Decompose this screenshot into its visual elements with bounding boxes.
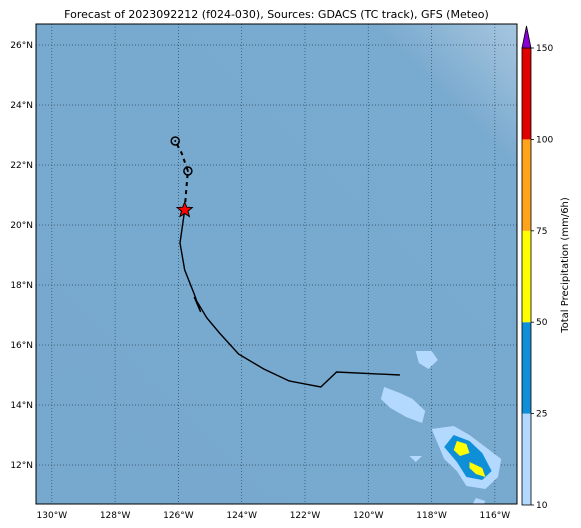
lon-tick-label: 120°W <box>353 511 384 521</box>
precipitation-colorbar: 10 25 50 75 100 150 Total Precipitation (mm/6h… <box>521 25 571 511</box>
lat-tick-label: 20°N <box>10 221 33 231</box>
graticule <box>36 24 517 504</box>
current-position-star-icon <box>175 200 194 218</box>
precip-area-10-25 <box>409 456 423 462</box>
axis-ticks: 130°W 128°W 126°W 124°W 122°W 120°W 118°W 116°W… <box>10 41 510 521</box>
lon-tick-label: 124°W <box>226 511 257 521</box>
precip-area-10-25 <box>472 498 486 504</box>
lat-tick-label: 22°N <box>10 161 33 171</box>
lat-tick-label: 12°N <box>10 461 33 471</box>
colorbar-tick-label: 25 <box>536 410 547 420</box>
forecast-position-marker <box>183 166 193 176</box>
colorbar-frame <box>521 47 532 506</box>
forecast-position-dot <box>186 170 189 172</box>
colorbar-tick-label: 150 <box>536 44 553 54</box>
lat-tick-label: 16°N <box>10 341 33 351</box>
colorbar-extend-arrow <box>521 25 532 49</box>
lon-tick-label: 130°W <box>37 511 68 521</box>
precip-area-50-75 <box>469 462 486 477</box>
past-track-line <box>179 209 400 388</box>
lat-tick-label: 18°N <box>10 281 33 291</box>
colorbar-tick-label: 10 <box>536 501 548 511</box>
map-frame <box>35 23 518 505</box>
colorbar-bin <box>522 413 531 505</box>
colorbar-bin <box>522 139 531 231</box>
precip-area-10-25 <box>380 387 426 423</box>
forecast-position-marker <box>170 136 180 146</box>
colorbar-bin <box>522 230 531 323</box>
lat-tick-label: 24°N <box>10 101 33 111</box>
forecast-position-dot <box>174 140 177 142</box>
colorbar-tick-label: 50 <box>536 318 548 328</box>
lat-tick-label: 26°N <box>10 41 33 51</box>
lon-tick-label: 128°W <box>100 511 131 521</box>
lon-tick-label: 126°W <box>163 511 194 521</box>
colorbar-bin <box>522 322 531 414</box>
colorbar-tick-label: 75 <box>536 227 547 237</box>
tc-track <box>170 136 400 388</box>
colorbar-tick-label: 100 <box>536 135 553 145</box>
map-title: Forecast of 2023092212 (f024-030), Sourc… <box>64 8 489 21</box>
lon-tick-label: 118°W <box>416 511 447 521</box>
lon-tick-label: 116°W <box>480 511 511 521</box>
ocean-background <box>36 24 517 504</box>
lat-tick-label: 14°N <box>10 401 33 411</box>
precip-area-50-75 <box>453 441 470 456</box>
precipitation-layer <box>380 351 502 504</box>
precip-area-10-25 <box>415 351 438 369</box>
colorbar-bin <box>522 48 531 140</box>
lon-tick-label: 122°W <box>290 511 321 521</box>
colorbar-label: Total Precipitation (mm/6h) <box>560 197 571 334</box>
